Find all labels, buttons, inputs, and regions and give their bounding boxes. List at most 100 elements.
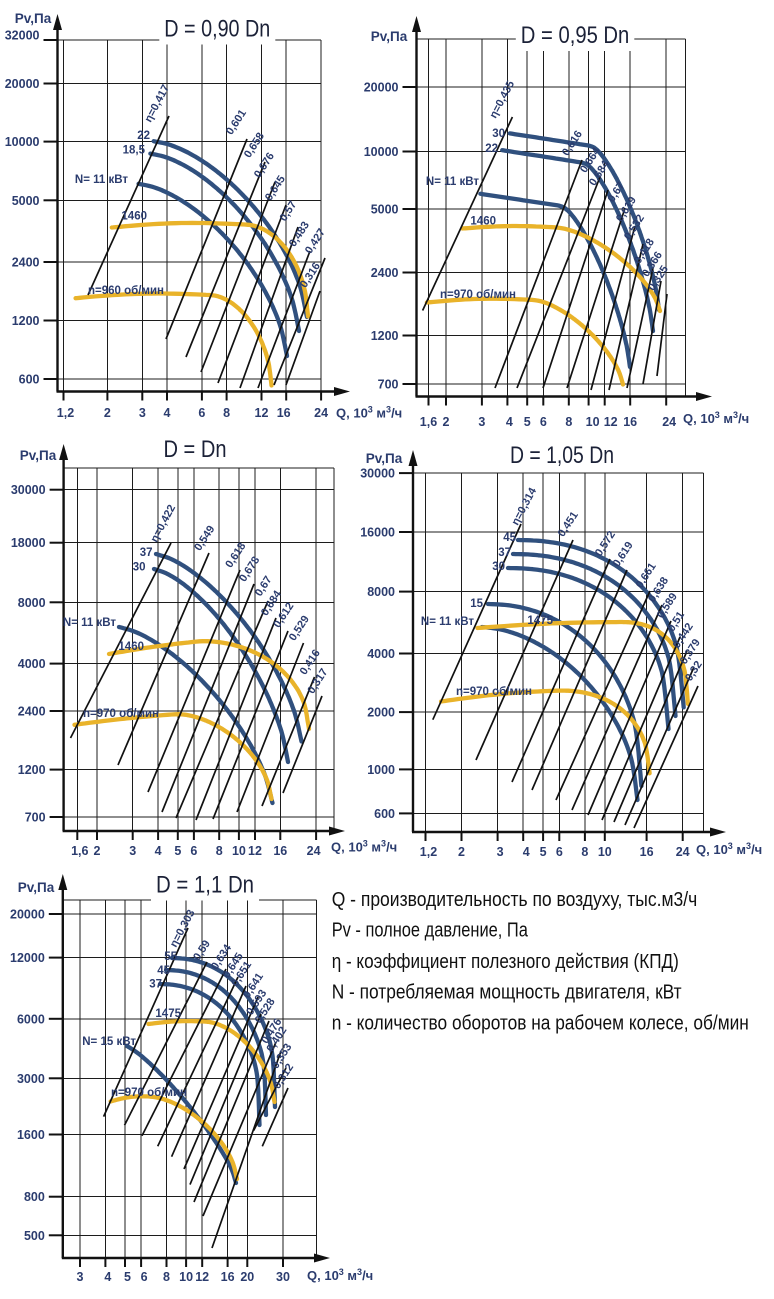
svg-text:30: 30 xyxy=(492,128,505,140)
svg-text:0,59: 0,59 xyxy=(191,938,213,963)
svg-text:0,645: 0,645 xyxy=(263,174,288,204)
svg-text:55: 55 xyxy=(164,951,177,963)
svg-text:15: 15 xyxy=(470,598,483,610)
svg-text:12: 12 xyxy=(604,415,618,429)
svg-text:6000: 6000 xyxy=(17,1012,45,1026)
svg-text:3: 3 xyxy=(77,1270,84,1284)
svg-text:n=970 об/мин: n=970 об/мин xyxy=(111,1087,187,1099)
svg-text:η=0,435: η=0,435 xyxy=(488,79,518,121)
svg-text:2400: 2400 xyxy=(371,266,399,280)
svg-text:5: 5 xyxy=(540,845,547,859)
svg-text:n=970 об/мин: n=970 об/мин xyxy=(456,686,532,698)
svg-text:18000: 18000 xyxy=(11,536,46,550)
svg-text:η - коэффициент полезного дейс: η - коэффициент полезного действия (КПД) xyxy=(332,951,679,973)
svg-text:20000: 20000 xyxy=(10,908,45,922)
svg-text:12: 12 xyxy=(195,1270,209,1284)
svg-text:16: 16 xyxy=(221,1270,235,1284)
svg-text:37: 37 xyxy=(498,547,511,559)
svg-text:D = 0,95 Dn: D = 0,95 Dn xyxy=(521,22,630,49)
svg-text:10: 10 xyxy=(179,1270,193,1284)
svg-text:30: 30 xyxy=(492,561,505,573)
svg-text:8000: 8000 xyxy=(367,585,395,599)
svg-text:2400: 2400 xyxy=(18,705,46,719)
svg-text:4: 4 xyxy=(523,845,530,859)
svg-text:8000: 8000 xyxy=(18,596,46,610)
svg-text:30: 30 xyxy=(276,1270,290,1284)
svg-text:800: 800 xyxy=(24,1190,45,1204)
svg-text:N - потребляемая мощность двиг: N - потребляемая мощность двигателя, кВт xyxy=(332,982,682,1004)
svg-text:8: 8 xyxy=(565,415,572,429)
svg-text:2: 2 xyxy=(458,845,465,859)
svg-text:16: 16 xyxy=(623,415,637,429)
svg-text:24: 24 xyxy=(676,845,690,859)
svg-text:6: 6 xyxy=(198,406,205,420)
svg-text:D = 0,90 Dn: D = 0,90 Dn xyxy=(164,16,270,43)
svg-text:12000: 12000 xyxy=(10,951,45,965)
svg-text:1475: 1475 xyxy=(155,1008,181,1020)
svg-text:N= 11 кВт: N= 11 кВт xyxy=(426,176,479,188)
svg-text:1000: 1000 xyxy=(367,763,395,777)
svg-text:N= 11 кВт: N= 11 кВт xyxy=(421,616,474,628)
svg-text:D = 1,05 Dn: D = 1,05 Dn xyxy=(510,442,614,469)
svg-text:18,5: 18,5 xyxy=(123,145,146,157)
svg-text:1,2: 1,2 xyxy=(420,845,437,859)
svg-text:20000: 20000 xyxy=(5,77,40,91)
svg-text:1,6: 1,6 xyxy=(420,415,437,429)
svg-text:0,601: 0,601 xyxy=(224,108,249,138)
svg-text:Pv,Па: Pv,Па xyxy=(366,451,403,466)
svg-text:10: 10 xyxy=(232,844,246,858)
svg-text:Pv,Па: Pv,Па xyxy=(15,11,52,26)
svg-text:10: 10 xyxy=(598,845,612,859)
svg-text:1460: 1460 xyxy=(121,211,147,223)
svg-text:5: 5 xyxy=(124,1270,131,1284)
svg-text:4: 4 xyxy=(155,844,162,858)
svg-text:10000: 10000 xyxy=(364,145,399,159)
svg-text:20: 20 xyxy=(240,1270,254,1284)
svg-text:0,549: 0,549 xyxy=(192,524,217,554)
svg-text:n - количество оборотов на раб: n - количество оборотов на рабочем колес… xyxy=(332,1012,749,1034)
svg-text:N= 15 кВт: N= 15 кВт xyxy=(82,1036,136,1048)
svg-text:600: 600 xyxy=(19,373,40,387)
svg-text:1200: 1200 xyxy=(12,314,40,328)
svg-text:45: 45 xyxy=(157,965,170,977)
svg-text:6: 6 xyxy=(141,1270,148,1284)
svg-text:16000: 16000 xyxy=(360,526,395,540)
svg-text:500: 500 xyxy=(24,1229,45,1243)
svg-text:4000: 4000 xyxy=(18,657,46,671)
svg-text:37: 37 xyxy=(149,979,162,991)
svg-text:1460: 1460 xyxy=(118,641,144,653)
svg-text:8: 8 xyxy=(163,1270,170,1284)
svg-text:24: 24 xyxy=(314,406,328,420)
svg-text:η=0,314: η=0,314 xyxy=(510,485,540,527)
svg-text:16: 16 xyxy=(640,845,654,859)
svg-text:Pv,Па: Pv,Па xyxy=(18,880,55,895)
svg-text:Pv,Па: Pv,Па xyxy=(371,29,408,44)
svg-text:2: 2 xyxy=(104,406,111,420)
svg-text:5: 5 xyxy=(174,844,181,858)
svg-text:3: 3 xyxy=(497,845,504,859)
svg-text:0,529: 0,529 xyxy=(287,614,312,644)
svg-text:5000: 5000 xyxy=(371,203,399,217)
svg-text:20000: 20000 xyxy=(364,81,399,95)
svg-text:10: 10 xyxy=(586,415,600,429)
svg-text:3: 3 xyxy=(139,406,146,420)
svg-text:n=960 об/мин: n=960 об/мин xyxy=(88,285,164,297)
svg-text:N= 11 кВт: N= 11 кВт xyxy=(63,617,116,629)
svg-text:3: 3 xyxy=(478,415,485,429)
svg-text:n=970 об/мин: n=970 об/мин xyxy=(83,708,159,720)
svg-text:37: 37 xyxy=(140,547,153,559)
svg-text:45: 45 xyxy=(503,532,516,544)
svg-text:D = Dn: D = Dn xyxy=(164,436,227,463)
svg-text:2: 2 xyxy=(443,415,450,429)
svg-text:2000: 2000 xyxy=(367,706,395,720)
svg-text:Q, 103 м3/ч: Q, 103 м3/ч xyxy=(696,841,762,857)
svg-text:700: 700 xyxy=(378,378,399,392)
svg-text:6: 6 xyxy=(540,415,547,429)
svg-text:Q, 103 м3/ч: Q, 103 м3/ч xyxy=(683,410,749,426)
svg-text:22: 22 xyxy=(137,130,150,142)
svg-text:1,2: 1,2 xyxy=(57,406,74,420)
svg-text:2400: 2400 xyxy=(12,256,40,270)
svg-text:Pv - полное давление, Па: Pv - полное давление, Па xyxy=(332,920,529,942)
svg-text:0,678: 0,678 xyxy=(237,555,262,585)
svg-text:3: 3 xyxy=(129,844,136,858)
